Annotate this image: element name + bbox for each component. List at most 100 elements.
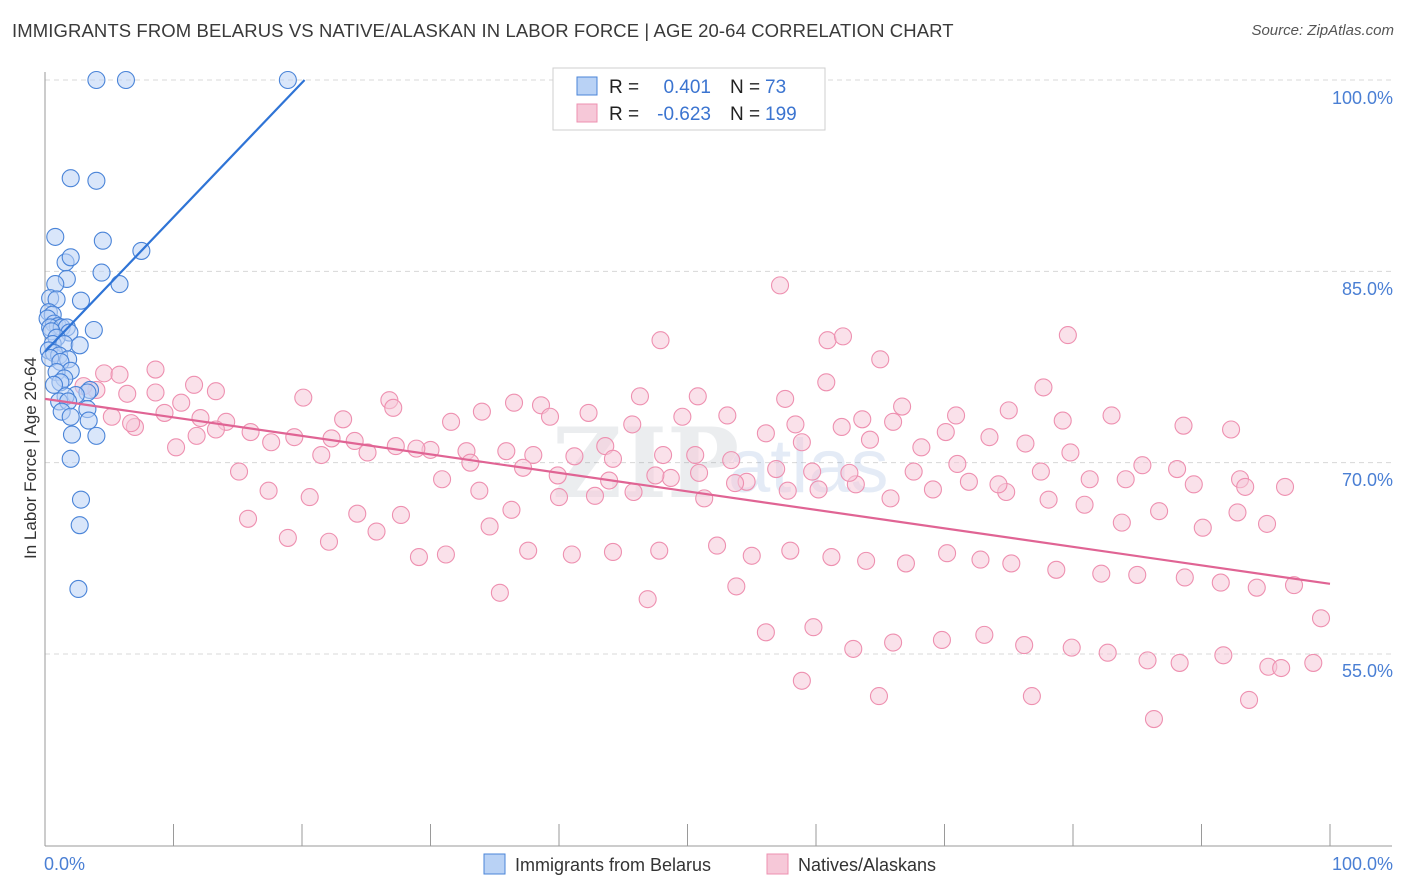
natives-point bbox=[442, 412, 461, 431]
natives-point bbox=[630, 387, 650, 406]
natives-point bbox=[844, 639, 863, 658]
belarus-point bbox=[61, 407, 80, 426]
belarus-point bbox=[116, 70, 136, 90]
natives-point bbox=[786, 415, 805, 434]
bottom-legend: Immigrants from Belarus Natives/Alaskans bbox=[483, 853, 936, 875]
belarus-trend-line bbox=[44, 79, 306, 353]
natives-point bbox=[1150, 502, 1169, 521]
natives-point bbox=[896, 554, 916, 573]
source-credit: Source: ZipAtlas.com bbox=[1251, 22, 1394, 39]
natives-point bbox=[1214, 646, 1233, 665]
x-tick-marks bbox=[44, 824, 1331, 846]
belarus-point bbox=[61, 449, 80, 468]
natives-point bbox=[832, 417, 851, 437]
natives-point bbox=[1247, 578, 1266, 597]
natives-point bbox=[238, 509, 258, 528]
natives-point bbox=[319, 532, 339, 551]
belarus-point bbox=[61, 248, 80, 267]
legend-n-value-blue: 73 bbox=[765, 77, 786, 98]
natives-point bbox=[1047, 560, 1066, 579]
legend-r-label-pink: R = bbox=[609, 104, 639, 125]
bottom-legend-label-blue: Immigrants from Belarus bbox=[515, 855, 711, 875]
natives-point bbox=[1034, 378, 1053, 397]
natives-point bbox=[817, 373, 836, 392]
natives-point bbox=[1016, 434, 1035, 453]
natives-point bbox=[1138, 651, 1157, 670]
natives-point bbox=[1031, 462, 1050, 481]
natives-point bbox=[1022, 687, 1041, 706]
belarus-point bbox=[84, 320, 103, 340]
legend-n-label-blue: N = bbox=[730, 77, 760, 98]
natives-point bbox=[673, 407, 692, 426]
natives-point bbox=[549, 488, 569, 507]
natives-point bbox=[884, 412, 903, 431]
natives-point bbox=[718, 406, 737, 425]
natives-point bbox=[646, 466, 665, 485]
natives-point bbox=[1015, 636, 1034, 655]
natives-point bbox=[1222, 420, 1241, 439]
natives-point bbox=[409, 548, 428, 567]
natives-point bbox=[809, 480, 828, 499]
natives-point bbox=[1284, 576, 1304, 595]
belarus-points bbox=[38, 70, 297, 598]
natives-point bbox=[407, 439, 426, 458]
natives-point bbox=[348, 504, 367, 523]
natives-point bbox=[1168, 459, 1187, 479]
natives-point bbox=[548, 466, 567, 485]
natives-point bbox=[391, 505, 410, 525]
natives-point bbox=[110, 365, 129, 384]
x-tick-label-max: 100.0% bbox=[1332, 854, 1393, 874]
natives-point bbox=[904, 462, 923, 481]
natives-point bbox=[1116, 470, 1135, 489]
belarus-point bbox=[92, 263, 111, 282]
natives-point bbox=[603, 542, 623, 562]
natives-point bbox=[519, 541, 538, 560]
belarus-point bbox=[46, 227, 65, 246]
natives-point bbox=[727, 577, 746, 596]
legend-n-value-pink: 199 bbox=[765, 104, 797, 125]
natives-point bbox=[989, 475, 1008, 494]
natives-point bbox=[1061, 443, 1080, 462]
natives-point bbox=[742, 546, 761, 565]
natives-point bbox=[118, 384, 137, 403]
natives-point bbox=[146, 383, 165, 402]
natives-point bbox=[999, 401, 1018, 420]
belarus-point bbox=[62, 425, 82, 444]
natives-point bbox=[562, 545, 581, 564]
y-tick-label-55: 55.0% bbox=[1342, 661, 1393, 681]
trend-lines bbox=[44, 79, 1331, 585]
natives-point bbox=[1311, 609, 1331, 628]
natives-point bbox=[980, 428, 999, 447]
natives-point bbox=[524, 445, 543, 465]
natives-point bbox=[792, 433, 811, 452]
natives-point bbox=[497, 442, 516, 461]
belarus-point bbox=[93, 231, 112, 250]
natives-point bbox=[971, 550, 990, 569]
natives-point bbox=[95, 364, 114, 383]
natives-point bbox=[1304, 653, 1323, 672]
natives-point bbox=[932, 630, 951, 650]
natives-point bbox=[367, 522, 386, 541]
belarus-point bbox=[87, 171, 106, 190]
natives-point bbox=[1092, 564, 1111, 583]
belarus-point bbox=[71, 291, 91, 310]
natives-point bbox=[1053, 411, 1072, 430]
natives-point bbox=[603, 449, 623, 468]
natives-point bbox=[206, 382, 225, 401]
natives-point bbox=[912, 438, 931, 457]
natives-point bbox=[822, 548, 841, 567]
natives-point bbox=[490, 583, 509, 602]
natives-point bbox=[804, 618, 823, 637]
natives-point bbox=[1228, 503, 1247, 522]
belarus-point bbox=[79, 411, 98, 430]
natives-point bbox=[345, 431, 364, 451]
natives-point bbox=[923, 480, 942, 499]
natives-point bbox=[334, 410, 353, 429]
natives-point bbox=[708, 536, 727, 555]
belarus-point bbox=[44, 375, 64, 394]
natives-trend-line bbox=[44, 397, 1331, 585]
natives-point bbox=[624, 482, 643, 502]
grid-lines bbox=[45, 79, 1392, 655]
natives-point bbox=[857, 551, 876, 570]
natives-point bbox=[1080, 470, 1099, 489]
